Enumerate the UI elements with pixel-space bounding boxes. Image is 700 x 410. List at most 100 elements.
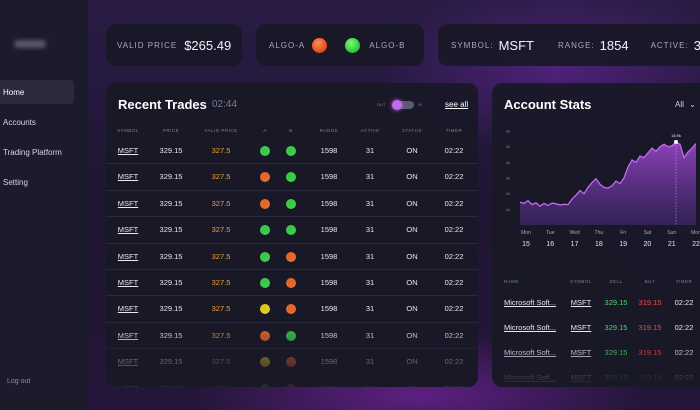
trade-active: 31 bbox=[365, 357, 375, 367]
col-active: ACTIVE bbox=[360, 128, 380, 133]
symbol-value: MSFT bbox=[498, 37, 534, 53]
trade-symbol-link[interactable]: MSFT bbox=[117, 198, 139, 208]
algo-a-dot bbox=[260, 357, 270, 368]
stats-row[interactable]: Microsoft Soft... MSFT 329.15 319.15 02:22 bbox=[492, 298, 700, 323]
col-symbol: SYMBOL bbox=[117, 128, 139, 133]
trade-symbol-link[interactable]: MSFT bbox=[117, 304, 139, 314]
algo-b-label: ALGO-B bbox=[369, 40, 406, 50]
trade-row[interactable]: MSFT 329.15 327.5 1598 31 ON 02:22 bbox=[106, 164, 478, 191]
trades-table-body: MSFT 329.15 327.5 1598 31 ON 02:22 MSFT 329.15 32… bbox=[106, 138, 478, 387]
trade-timer: 02:22 bbox=[444, 225, 464, 235]
trade-symbol-link[interactable]: MSFT bbox=[117, 172, 139, 182]
x-date-label: 15 bbox=[522, 241, 530, 248]
trade-status: ON bbox=[406, 304, 418, 314]
algo-b-status-dot bbox=[345, 37, 361, 53]
sidebar-item-home[interactable]: Home bbox=[0, 80, 74, 104]
trade-row[interactable]: MSFT 329.15 327.5 1598 31 ON 02:22 bbox=[106, 217, 478, 244]
stats-col-name: NAME bbox=[504, 279, 520, 284]
trade-row[interactable]: MSFT 329.15 327.5 1598 31 ON 02:22 bbox=[106, 349, 478, 376]
trade-range: 1598 bbox=[321, 384, 338, 387]
stats-name-link[interactable]: Microsoft Soft... bbox=[504, 298, 557, 307]
col-timer: TIMER bbox=[445, 128, 463, 133]
trade-row[interactable]: MSFT 329.15 327.5 1598 31 ON 02:22 bbox=[106, 296, 478, 323]
trade-status: ON bbox=[406, 330, 418, 340]
algo-a-dot bbox=[260, 277, 270, 288]
trade-row[interactable]: MSFT 329.15 327.5 1598 31 ON 02:22 bbox=[106, 191, 478, 218]
algo-a-dot bbox=[260, 383, 270, 387]
trade-valid-price: 327.5 bbox=[211, 251, 231, 261]
trade-symbol-link[interactable]: MSFT bbox=[117, 225, 139, 235]
trade-range: 1598 bbox=[320, 357, 338, 367]
stats-col-symbol: SYMBOL bbox=[570, 279, 592, 284]
algo-a-dot bbox=[260, 172, 270, 183]
trade-valid-price: 327.5 bbox=[211, 146, 231, 155]
trade-row[interactable]: MSFT 329.15 327.5 1598 31 ON 02:22 bbox=[106, 270, 478, 297]
sidebar-item-trading-platform[interactable]: Trading Platform bbox=[3, 147, 62, 157]
trade-valid-price: 327.5 bbox=[211, 357, 231, 367]
sidebar-item-accounts[interactable]: Accounts bbox=[3, 117, 36, 127]
trade-symbol-link[interactable]: MSFT bbox=[117, 330, 139, 340]
trade-status: ON bbox=[406, 251, 418, 261]
x-day-label: Mon bbox=[521, 230, 531, 236]
trade-symbol-link[interactable]: MSFT bbox=[117, 357, 139, 367]
trade-symbol-link[interactable]: MSFT bbox=[118, 384, 138, 387]
x-date-label: 20 bbox=[644, 241, 652, 248]
stats-symbol-link[interactable]: MSFT bbox=[570, 323, 592, 332]
trade-symbol-link[interactable]: MSFT bbox=[117, 146, 139, 155]
trade-row[interactable]: MSFT 329.15 327.5 1598 31 ON 02:22 bbox=[106, 244, 478, 270]
see-all-link[interactable]: see all bbox=[445, 100, 469, 109]
trade-valid-price: 327.5 bbox=[212, 384, 231, 387]
trade-timer: 02:22 bbox=[444, 198, 464, 208]
algo-b-dot bbox=[286, 277, 296, 288]
range-value: 1854 bbox=[599, 37, 629, 53]
trade-range: 1598 bbox=[320, 304, 338, 314]
stats-name-link[interactable]: Microsoft Soft... bbox=[504, 323, 557, 332]
trade-status: ON bbox=[406, 277, 418, 287]
col-a: A bbox=[263, 128, 267, 133]
stats-filter-dropdown[interactable]: All ⌄ bbox=[675, 100, 696, 109]
series-area bbox=[520, 142, 696, 225]
trade-range: 1598 bbox=[320, 146, 338, 155]
stats-row[interactable]: Microsoft Soft... MSFT 329.15 319.15 02:22 bbox=[492, 323, 700, 348]
trade-price: 329.15 bbox=[159, 251, 183, 261]
stats-timer: 02:22 bbox=[674, 323, 694, 332]
trade-row[interactable]: MSFT 329.15 327.5 1598 31 ON 02:22 bbox=[106, 323, 478, 350]
out-in-toggle[interactable] bbox=[392, 100, 414, 110]
toggle-out-label: OUT bbox=[377, 102, 386, 107]
algo-card: ALGO-A ALGO-B bbox=[256, 24, 424, 66]
sidebar: Home Accounts Trading Platform Setting L… bbox=[0, 0, 88, 410]
sidebar-item-setting[interactable]: Setting bbox=[3, 177, 28, 187]
logout-link[interactable]: Log out bbox=[7, 378, 31, 385]
col-valid-price: VALID PRICE bbox=[204, 128, 238, 133]
trade-row[interactable]: MSFT 329.15 327.5 1598 31 ON 02:22 bbox=[106, 138, 478, 165]
recent-trades-panel: Recent Trades 02:44 OUT IN see all SYMBO… bbox=[106, 83, 478, 387]
x-day-label: Fri bbox=[620, 230, 626, 236]
stats-symbol-link[interactable]: MSFT bbox=[570, 298, 592, 307]
highlight-marker bbox=[674, 140, 678, 144]
trade-symbol-link[interactable]: MSFT bbox=[117, 277, 139, 287]
trade-active: 31 bbox=[365, 146, 375, 155]
symbol-label: SYMBOL: bbox=[451, 40, 494, 50]
algo-a-dot bbox=[260, 330, 270, 341]
algo-b-dot bbox=[286, 357, 296, 368]
y-tick-label: 3k bbox=[506, 176, 510, 181]
col-price: PRICE bbox=[162, 128, 180, 133]
trade-symbol-link[interactable]: MSFT bbox=[117, 251, 139, 261]
algo-a-status-dot bbox=[312, 37, 328, 53]
trade-price: 329.15 bbox=[159, 146, 183, 155]
algo-b-dot bbox=[286, 198, 296, 209]
trade-price: 329.15 bbox=[159, 357, 183, 367]
trades-table-header: SYMBOL PRICE VALID PRICE A B RANGE ACTIV… bbox=[106, 128, 478, 138]
trade-active: 31 bbox=[365, 251, 375, 261]
range-label: RANGE: bbox=[557, 40, 595, 50]
trade-row[interactable]: MSFT 329.15 327.5 1598 31 ON 02:22 bbox=[106, 376, 478, 387]
x-date-label: 17 bbox=[571, 241, 579, 248]
trade-status: ON bbox=[406, 172, 418, 182]
sidebar-nav: Home Accounts Trading Platform Setting bbox=[0, 80, 88, 200]
stats-buy: 319.15 bbox=[638, 323, 662, 332]
col-status: STATUS bbox=[401, 128, 423, 133]
algo-b-dot bbox=[286, 251, 296, 262]
x-day-label: Sun bbox=[667, 230, 676, 236]
y-tick-label: 6k bbox=[506, 129, 510, 134]
trade-price: 329.15 bbox=[159, 172, 183, 182]
